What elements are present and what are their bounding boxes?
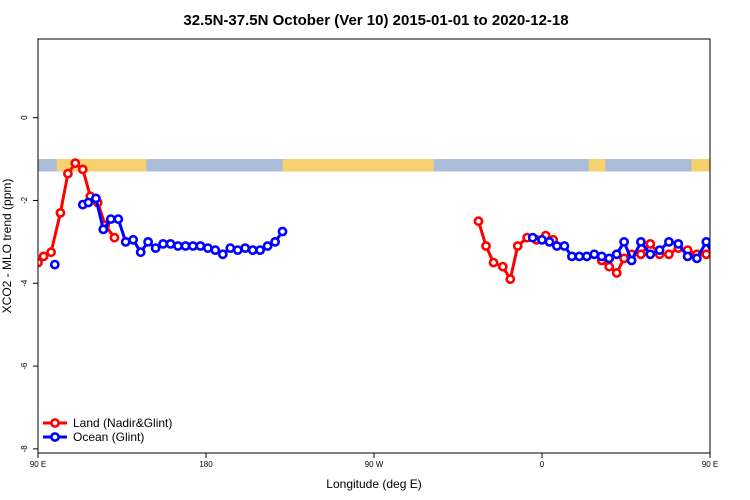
ocean-data-point — [113, 214, 124, 224]
ocean-data-point — [604, 253, 615, 264]
ocean-data-point — [210, 245, 221, 255]
ocean-legend-label: Ocean (Glint) — [73, 430, 144, 444]
ocean-data-point — [527, 232, 538, 243]
y-axis-label: XCO2 - MLO trend (ppm) — [0, 179, 14, 314]
y-tick-label: -2 — [20, 196, 29, 204]
ocean-data-point — [255, 245, 265, 255]
ocean-data-point — [49, 259, 60, 270]
ocean-data-point — [105, 214, 116, 224]
ocean-data-point — [195, 241, 206, 251]
land-data-point — [481, 241, 491, 251]
land-data-point — [505, 274, 516, 284]
x-tick-label: 90 E — [30, 460, 46, 469]
ocean-data-point — [135, 247, 146, 258]
land-data-point — [740, 261, 747, 268]
ocean-data-point — [619, 236, 629, 247]
ocean-data-point — [664, 236, 674, 247]
ocean-data-point — [581, 251, 592, 262]
ocean-data-point — [83, 197, 94, 208]
land-data-point — [38, 251, 49, 262]
y-tick-label: -4 — [20, 279, 29, 287]
land-segment — [282, 159, 434, 172]
land-data-point — [645, 238, 656, 249]
land-data-point — [721, 247, 728, 254]
land-data-point — [109, 232, 120, 243]
ocean-data-point — [596, 251, 607, 262]
x-tick-label: 90 E — [702, 460, 718, 469]
land-legend-marker — [50, 418, 60, 428]
ocean-data-point — [673, 238, 684, 249]
ocean-data-point — [128, 234, 139, 245]
land-data-point — [636, 249, 646, 260]
ocean-data-point — [225, 243, 236, 253]
ocean-data-point — [277, 226, 288, 237]
land-data-point — [512, 241, 523, 251]
ocean-data-point — [559, 241, 570, 251]
land-data-point — [604, 261, 615, 272]
ocean-data-point — [574, 251, 585, 262]
land-data-point — [473, 216, 484, 227]
ocean-data-point — [143, 236, 153, 247]
ocean-data-point — [270, 236, 280, 247]
ocean-data-point — [552, 241, 562, 251]
chart-title: 32.5N-37.5N October (Ver 10) 2015-01-01 … — [183, 12, 568, 29]
land-data-point — [55, 207, 66, 218]
ocean-data-point — [537, 234, 547, 245]
ocean-data-point — [217, 249, 228, 260]
land-segment — [691, 159, 710, 172]
land-data-point — [497, 261, 508, 272]
ocean-data-point — [611, 249, 622, 260]
ocean-data-point — [626, 255, 637, 266]
series-group — [38, 158, 747, 284]
ocean-data-point — [712, 257, 719, 264]
ocean-data-point — [98, 224, 109, 235]
ocean-data-point — [721, 257, 728, 264]
land-legend-label: Land (Nadir&Glint) — [73, 416, 172, 430]
land-data-point — [664, 249, 674, 260]
ocean-data-point — [701, 237, 710, 247]
ocean-data-point — [187, 241, 198, 251]
land-data-point — [701, 249, 710, 260]
plot-frame — [37, 38, 711, 454]
x-axis-ticks: 90 E 180 90 W 0 90 E — [30, 453, 718, 469]
ocean-data-point — [654, 245, 665, 255]
y-tick-label: -6 — [20, 362, 29, 370]
land-data-point — [488, 257, 499, 268]
ocean-data-point — [173, 241, 183, 251]
ocean-data-point — [692, 253, 702, 264]
ocean-legend-marker — [50, 432, 60, 442]
ocean-data-point — [150, 243, 161, 253]
land-data-point — [712, 249, 719, 256]
land-segment — [588, 159, 606, 172]
land-data-point — [77, 164, 88, 175]
x-tick-label: 180 — [199, 460, 213, 469]
legend: Land (Nadir&Glint)Ocean (Glint) — [43, 416, 172, 444]
ocean-data-point — [232, 245, 243, 255]
ocean-data-point — [240, 243, 251, 253]
x-tick-label: 90 W — [365, 460, 384, 469]
land-ocean-band — [38, 159, 710, 172]
ocean-data-point — [262, 241, 273, 251]
ocean-data-point — [636, 236, 646, 247]
series-layer — [38, 158, 747, 284]
y-axis-ticks: 0 -2 -4 -6 -8 — [20, 115, 38, 453]
land-data-point — [611, 267, 622, 278]
ocean-data-point — [544, 236, 555, 247]
land-data-point — [46, 247, 56, 258]
ocean-data-point — [91, 193, 101, 204]
land-data-point — [731, 247, 738, 254]
ocean-data-point — [645, 249, 656, 260]
ocean-data-point — [202, 243, 213, 253]
land-data-point — [70, 158, 81, 169]
ocean-data-point — [120, 236, 131, 247]
y-tick-label: -8 — [20, 445, 29, 453]
ocean-data-point — [165, 238, 176, 249]
ocean-data-point — [682, 251, 693, 262]
land-data-point — [63, 168, 73, 179]
land-data-point — [619, 253, 629, 264]
x-axis-label: Longitude (deg E) — [326, 477, 421, 491]
y-tick-label: 0 — [20, 115, 29, 120]
x-tick-label: 0 — [540, 460, 545, 469]
